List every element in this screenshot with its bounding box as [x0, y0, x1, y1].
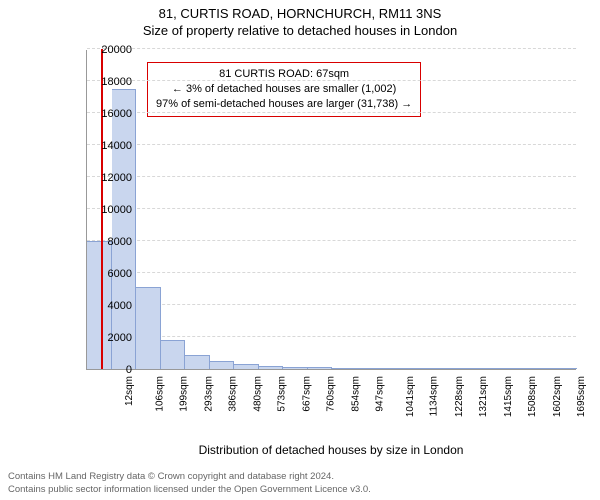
chart-title: 81, CURTIS ROAD, HORNCHURCH, RM11 3NS — [0, 0, 600, 21]
histogram-bar — [210, 361, 235, 369]
gridline — [87, 144, 576, 145]
plot-area: 81 CURTIS ROAD: 67sqm← 3% of detached ho… — [86, 50, 576, 370]
gridline — [87, 112, 576, 113]
x-tick-label: 1415sqm — [503, 376, 514, 417]
x-tick-label: 1508sqm — [527, 376, 538, 417]
x-tick-label: 1041sqm — [405, 376, 416, 417]
y-tick-label: 12000 — [88, 172, 132, 184]
histogram-bar — [406, 368, 431, 369]
gridline — [87, 176, 576, 177]
y-tick-label: 6000 — [88, 268, 132, 280]
histogram-bar — [357, 368, 382, 369]
footer-line-1: Contains HM Land Registry data © Crown c… — [8, 471, 371, 483]
histogram-bar — [528, 368, 553, 369]
gridline — [87, 48, 576, 49]
y-tick-label: 8000 — [88, 236, 132, 248]
y-tick-label: 20000 — [88, 44, 132, 56]
x-tick-label: 199sqm — [179, 376, 190, 412]
y-tick-label: 10000 — [88, 204, 132, 216]
x-axis-label: Distribution of detached houses by size … — [199, 443, 464, 457]
histogram-bar — [455, 368, 480, 369]
histogram-bar — [430, 368, 455, 369]
y-tick-label: 18000 — [88, 76, 132, 88]
histogram-bar — [112, 89, 137, 369]
histogram-bar — [161, 340, 186, 369]
x-tick-label: 1602sqm — [552, 376, 563, 417]
x-tick-label: 667sqm — [301, 376, 312, 412]
annotation-box: 81 CURTIS ROAD: 67sqm← 3% of detached ho… — [147, 62, 421, 117]
histogram-bar — [332, 368, 357, 369]
x-tick-label: 1321sqm — [478, 376, 489, 417]
gridline — [87, 208, 576, 209]
gridline — [87, 80, 576, 81]
x-tick-label: 386sqm — [228, 376, 239, 412]
y-tick-label: 0 — [88, 364, 132, 376]
histogram-bar — [136, 287, 161, 369]
footer-line-2: Contains public sector information licen… — [8, 484, 371, 496]
histogram-bar — [185, 355, 210, 369]
gridline — [87, 272, 576, 273]
x-tick-label: 12sqm — [124, 376, 135, 406]
y-tick-label: 14000 — [88, 140, 132, 152]
x-tick-label: 1134sqm — [429, 376, 440, 416]
x-tick-label: 1228sqm — [454, 376, 465, 417]
histogram-bar — [283, 367, 308, 369]
y-tick-label: 2000 — [88, 332, 132, 344]
annotation-line: ← 3% of detached houses are smaller (1,0… — [156, 82, 412, 97]
x-tick-label: 760sqm — [326, 376, 337, 412]
footer-attribution: Contains HM Land Registry data © Crown c… — [8, 471, 371, 496]
x-tick-label: 854sqm — [350, 376, 361, 412]
annotation-line: 97% of semi-detached houses are larger (… — [156, 97, 412, 112]
chart-subtitle: Size of property relative to detached ho… — [0, 21, 600, 38]
gridline — [87, 240, 576, 241]
x-tick-label: 947sqm — [375, 376, 386, 412]
histogram-bar — [381, 368, 406, 369]
histogram-bar — [553, 368, 578, 369]
histogram-bar — [259, 366, 284, 369]
x-tick-label: 293sqm — [203, 376, 214, 412]
histogram-bar — [479, 368, 504, 369]
chart-area: Number of detached properties 81 CURTIS … — [40, 50, 580, 435]
histogram-bar — [234, 364, 259, 369]
x-tick-label: 106sqm — [154, 376, 165, 412]
x-tick-label: 573sqm — [277, 376, 288, 412]
y-tick-label: 4000 — [88, 300, 132, 312]
histogram-bar — [504, 368, 529, 369]
histogram-bar — [308, 367, 333, 369]
x-tick-label: 1695sqm — [576, 376, 587, 417]
y-tick-label: 16000 — [88, 108, 132, 120]
x-tick-label: 480sqm — [252, 376, 263, 412]
